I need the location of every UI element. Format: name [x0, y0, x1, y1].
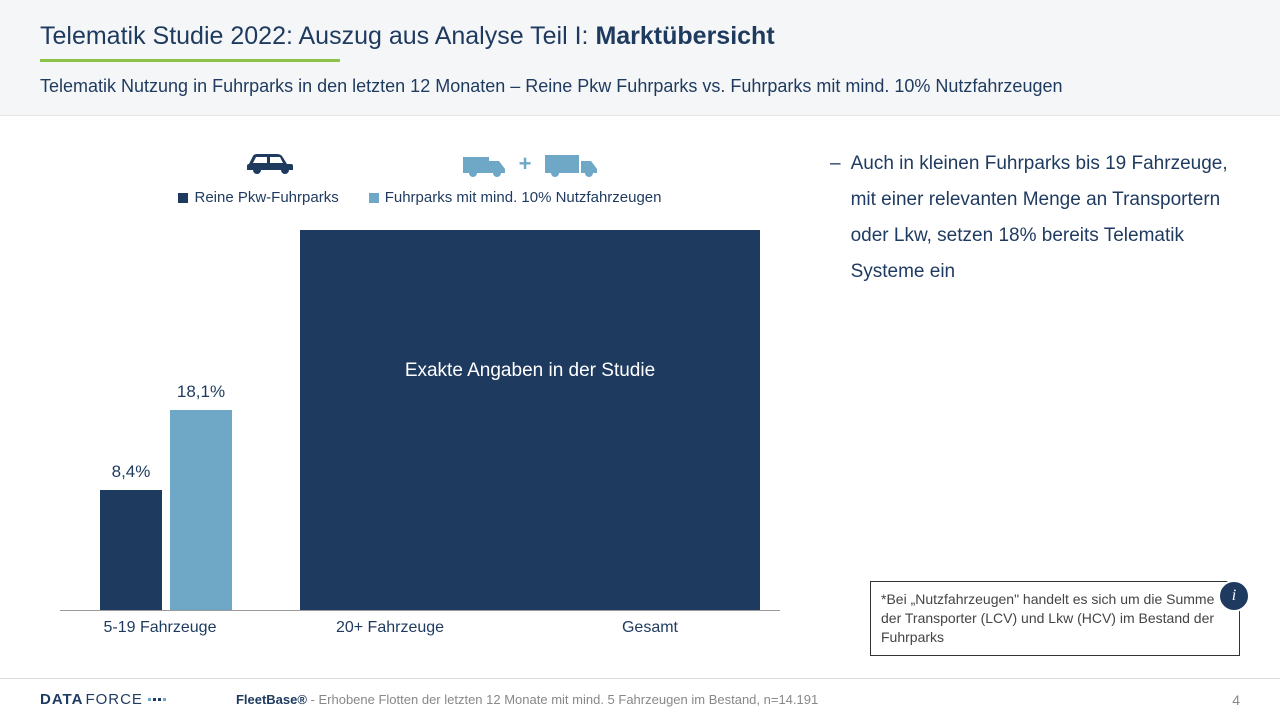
source-label: FleetBase® — [236, 692, 307, 707]
legend-label-1: Reine Pkw-Fuhrparks — [194, 189, 338, 206]
bullet-text: Auch in kleinen Fuhrparks bis 19 Fahrzeu… — [851, 146, 1240, 290]
overlay-text: Exakte Angaben in der Studie — [405, 360, 655, 382]
logo: DATAFORCE — [40, 691, 166, 708]
x-label-3: Gesamt — [520, 619, 780, 637]
logo-dots-icon — [148, 698, 166, 701]
title-bold: Marktübersicht — [595, 22, 774, 50]
logo-data: DATA — [40, 691, 83, 708]
car-icon — [239, 146, 299, 181]
footnote-text: *Bei „Nutzfahrzeugen" handelt es sich um… — [881, 591, 1214, 645]
x-label-1: 5-19 Fahrzeuge — [60, 619, 260, 637]
chart-column: + Reine Pkw-Fuhrparks Fuhrparks mit mind… — [40, 136, 800, 637]
bar-group1-series2: 18,1% — [170, 410, 232, 610]
legend-row: Reine Pkw-Fuhrparks Fuhrparks mit mind. … — [40, 189, 800, 206]
footnote-box: *Bei „Nutzfahrzeugen" handelt es sich um… — [870, 581, 1240, 656]
legend-swatch-1 — [178, 193, 188, 203]
info-icon: i — [1218, 580, 1250, 612]
bar-value-1: 8,4% — [100, 462, 162, 482]
legend-label-2: Fuhrparks mit mind. 10% Nutzfahrzeugen — [385, 189, 662, 206]
logo-force: FORCE — [85, 691, 143, 708]
header: Telematik Studie 2022: Auszug aus Analys… — [0, 0, 1280, 116]
content-row: + Reine Pkw-Fuhrparks Fuhrparks mit mind… — [0, 116, 1280, 637]
chart-area: 8,4% 18,1% Exakte Angaben in der Studie — [60, 231, 780, 611]
legend-swatch-2 — [369, 193, 379, 203]
footer: DATAFORCE FleetBase® - Erhobene Flotten … — [0, 678, 1280, 720]
x-label-2: 20+ Fahrzeuge — [260, 619, 520, 637]
title-prefix: Telematik Studie 2022: Auszug aus Analys… — [40, 22, 595, 50]
legend-item-1: Reine Pkw-Fuhrparks — [178, 189, 338, 206]
trucks-icon-group: + — [459, 149, 602, 179]
title-underline — [40, 59, 340, 62]
legend-icons-row: + — [40, 136, 800, 189]
plus-icon: + — [519, 151, 532, 177]
bar-group1-series1: 8,4% — [100, 490, 162, 610]
footer-source: FleetBase® - Erhobene Flotten der letzte… — [236, 692, 818, 707]
bullet-dash: – — [830, 146, 841, 290]
page-number: 4 — [1232, 692, 1240, 708]
truck-icon — [541, 149, 601, 179]
page-title: Telematik Studie 2022: Auszug aus Analys… — [40, 22, 1240, 51]
x-axis-labels: 5-19 Fahrzeuge 20+ Fahrzeuge Gesamt — [60, 619, 780, 637]
source-text: - Erhobene Flotten der letzten 12 Monate… — [307, 692, 818, 707]
bullet-item: – Auch in kleinen Fuhrparks bis 19 Fahrz… — [830, 146, 1240, 290]
subtitle: Telematik Nutzung in Fuhrparks in den le… — [40, 76, 1240, 97]
chart-overlay: Exakte Angaben in der Studie — [300, 230, 760, 610]
text-column: – Auch in kleinen Fuhrparks bis 19 Fahrz… — [830, 136, 1240, 637]
legend-item-2: Fuhrparks mit mind. 10% Nutzfahrzeugen — [369, 189, 662, 206]
van-icon — [459, 149, 509, 179]
bar-value-2: 18,1% — [170, 382, 232, 402]
